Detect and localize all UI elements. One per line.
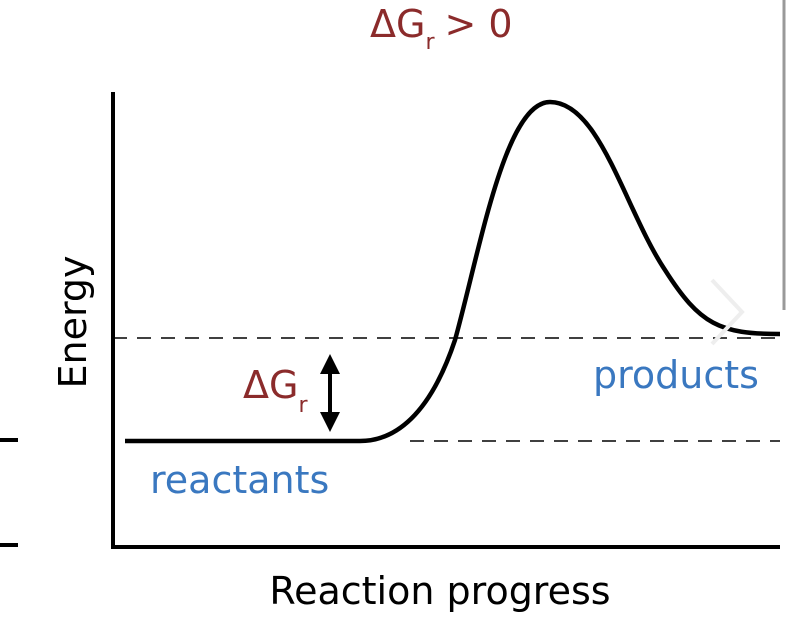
products-label: products	[593, 353, 759, 397]
title-subscript: r	[425, 30, 435, 55]
chevron	[710, 278, 745, 346]
energy-curve	[125, 99, 781, 444]
y-axis-label: Energy	[51, 255, 95, 388]
delta-label: ΔGr	[243, 363, 308, 418]
reactants-label: reactants	[150, 458, 329, 502]
title-symbol: ΔG	[370, 2, 425, 46]
delta-symbol: ΔG	[243, 363, 298, 407]
title: ΔGr > 0	[370, 2, 513, 55]
title-relation: > 0	[445, 2, 513, 46]
delta-subscript: r	[298, 393, 308, 418]
x-axis-label: Reaction progress	[269, 569, 610, 613]
